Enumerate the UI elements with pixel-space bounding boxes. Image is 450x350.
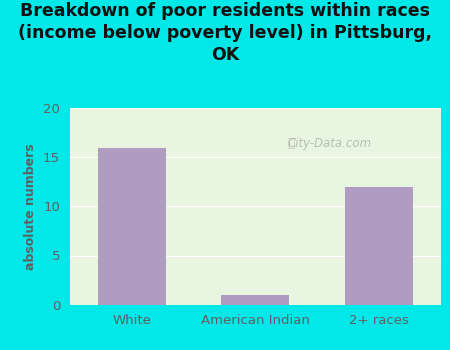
Bar xyxy=(221,295,289,304)
Text: City-Data.com: City-Data.com xyxy=(288,137,372,150)
Bar xyxy=(345,187,413,304)
Text: Breakdown of poor residents within races
(income below poverty level) in Pittsbu: Breakdown of poor residents within races… xyxy=(18,2,432,64)
Y-axis label: absolute numbers: absolute numbers xyxy=(24,143,37,270)
Bar xyxy=(98,148,166,304)
Text: ⦾: ⦾ xyxy=(287,137,294,150)
